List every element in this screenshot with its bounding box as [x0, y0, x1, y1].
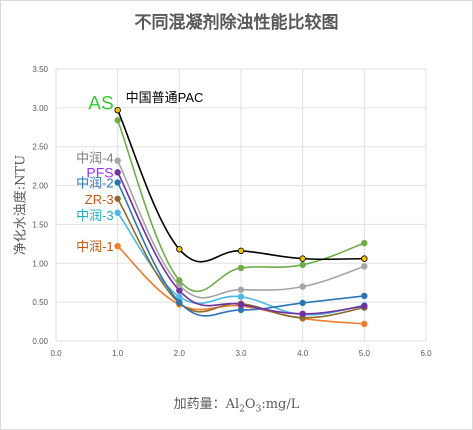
data-point-PFS: [237, 301, 245, 308]
series-line-PFS: [116, 171, 365, 315]
y-tick-label: 0.00: [32, 337, 48, 346]
data-point-ZR-3: [114, 195, 121, 202]
data-point-中国普通PAC: [361, 255, 368, 262]
data-point-中润-4: [299, 283, 306, 290]
series-label-中润-3: 中润-3: [76, 208, 114, 223]
y-tick-label: 1.00: [32, 259, 48, 268]
series-label-中国普通PAC: 中国普通PAC: [126, 90, 204, 105]
series-line-中润-1: [117, 245, 365, 325]
data-point-中润-3: [237, 293, 245, 300]
data-point-中润-4: [237, 286, 245, 293]
data-point-中润-2: [114, 179, 121, 186]
data-point-AS: [114, 117, 121, 124]
data-point-中国普通PAC: [299, 255, 306, 262]
data-point-中润-2: [176, 298, 183, 306]
data-point-中国普通PAC: [237, 247, 245, 255]
x-axis-title-mid: O: [244, 397, 256, 412]
x-axis-title-suffix: :mg/L: [261, 397, 300, 412]
x-tick-label: 4.0: [297, 349, 309, 358]
y-tick-label: 1.50: [32, 220, 48, 229]
data-point-中国普通PAC: [176, 246, 183, 253]
data-point-中润-2: [361, 292, 368, 300]
data-point-AS: [299, 261, 306, 269]
data-point-中润-1: [361, 320, 368, 328]
y-tick-label: 3.50: [32, 65, 48, 74]
x-axis-title-sub1: 2: [239, 404, 245, 415]
series-line-中润-3: [117, 212, 365, 316]
data-point-PFS: [299, 310, 306, 317]
data-point-中润-2: [299, 299, 306, 307]
series-label-ZR-3: ZR-3: [85, 192, 114, 207]
series-line-中国普通PAC: [116, 109, 365, 263]
chart-title: 不同混凝剂除浊性能比较图: [134, 13, 339, 33]
data-point-中润-4: [361, 263, 368, 270]
series-label-中润-4: 中润-4: [76, 151, 114, 166]
data-point-中润-3: [176, 293, 183, 300]
x-tick-label: 6.0: [420, 349, 432, 358]
y-tick-label: 3.00: [32, 104, 48, 113]
data-point-PFS: [114, 169, 121, 176]
data-point-中润-2: [237, 306, 245, 314]
y-tick-label: 2.50: [32, 143, 48, 152]
series-label-PFS: PFS: [86, 164, 113, 180]
data-point-中国普通PAC: [114, 106, 121, 114]
series-line-中润-2: [116, 182, 365, 317]
x-tick-label: 0.0: [50, 349, 62, 358]
data-point-PFS: [176, 287, 183, 294]
y-tick-label: 0.50: [32, 298, 48, 307]
x-tick-label: 5.0: [359, 349, 371, 358]
series-label-AS: AS: [88, 93, 113, 114]
x-axis-title-sub2: 3: [255, 404, 262, 415]
y-tick-label: 2.00: [32, 182, 48, 191]
data-point-中润-1: [114, 242, 121, 250]
x-axis-title-prefix: 加药量：Al: [173, 397, 240, 412]
data-point-中润-4: [114, 157, 121, 164]
x-axis-title: 加药量：Al2O3:mg/L: [0, 393, 473, 415]
data-point-AS: [176, 277, 183, 284]
x-tick-label: 2.0: [174, 349, 186, 358]
data-point-中润-3: [114, 209, 121, 216]
x-tick-label: 1.0: [112, 349, 124, 358]
series-line-AS: [116, 120, 365, 293]
data-point-AS: [237, 264, 245, 272]
series-line-中润-4: [116, 160, 365, 299]
data-point-PFS: [361, 302, 368, 310]
series-label-中润-1: 中润-1: [76, 239, 114, 254]
series-label-中润-2: 中润-2: [76, 175, 114, 190]
data-point-AS: [361, 239, 368, 247]
x-tick-label: 3.0: [235, 349, 247, 358]
